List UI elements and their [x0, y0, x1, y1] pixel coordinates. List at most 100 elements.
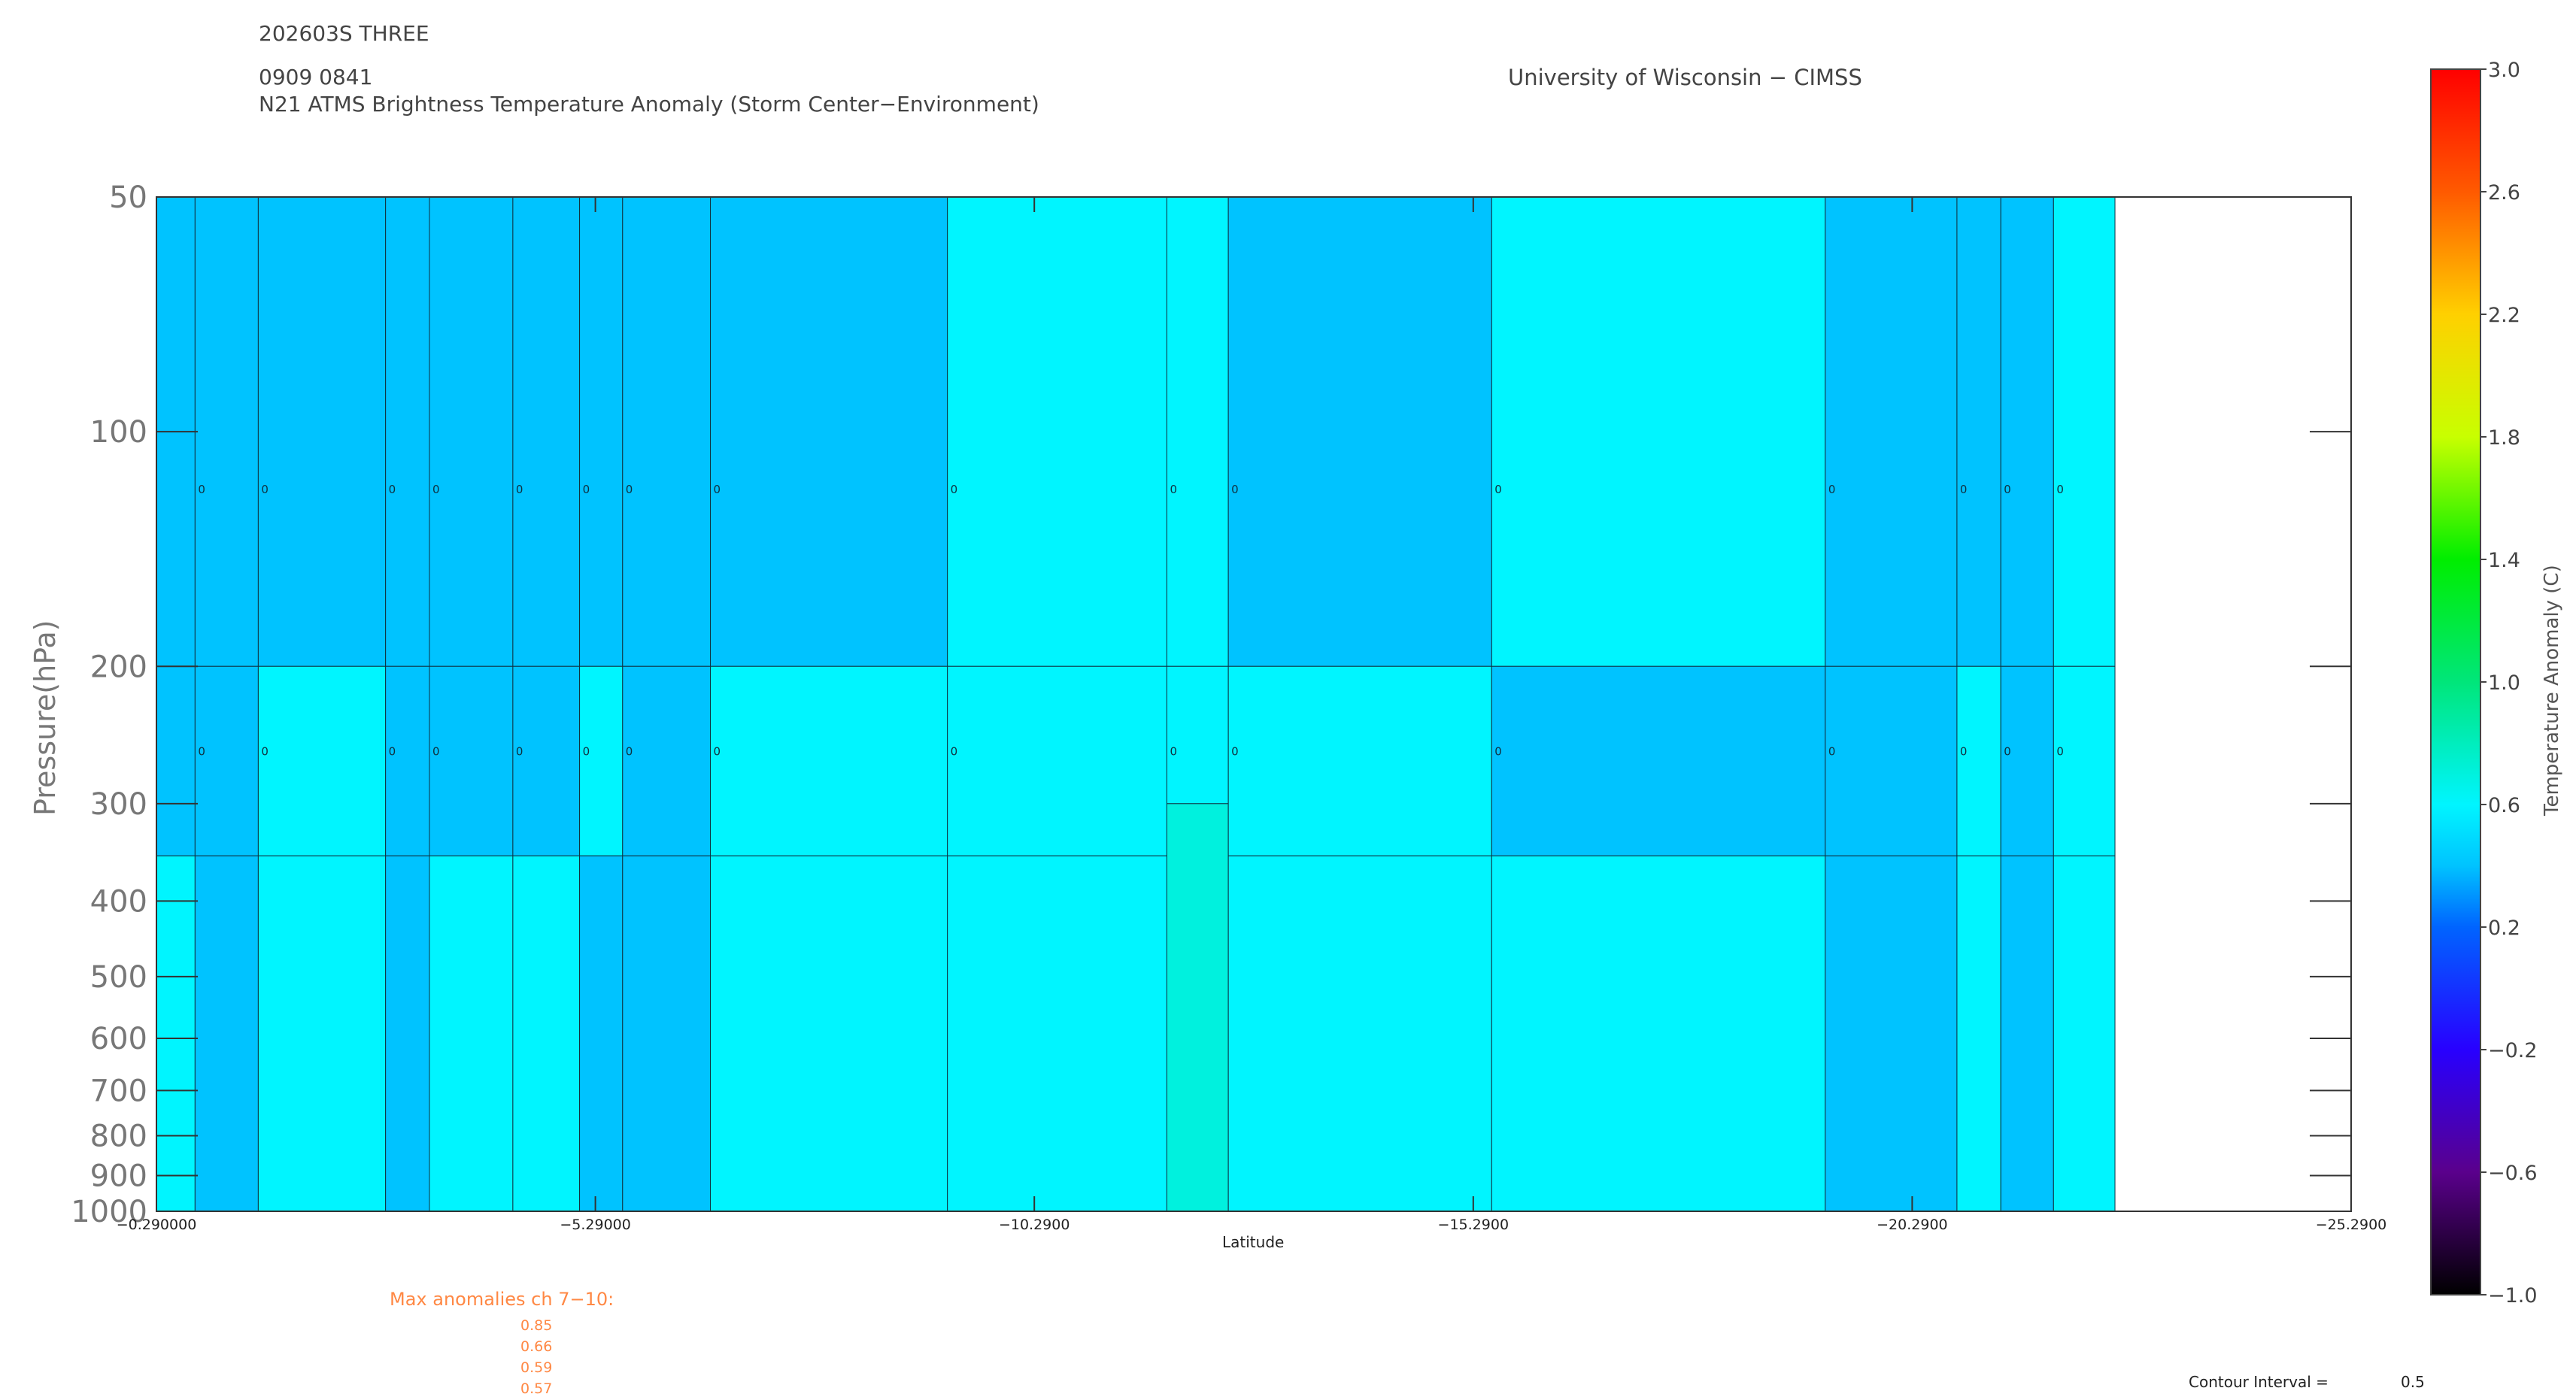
colorbar-tick-label: 3.0 [2488, 59, 2520, 82]
colorbar-tick-label: 0.6 [2488, 794, 2520, 817]
field-cell [385, 665, 430, 856]
field-cell [2000, 196, 2054, 667]
field-cell [1491, 196, 1826, 667]
contour-label: 0 [1231, 744, 1239, 758]
field-cell [579, 855, 624, 1212]
contour-label: 0 [626, 744, 633, 758]
y-tick-label: 600 [90, 1022, 147, 1056]
colorbar-tick-label: −0.6 [2488, 1162, 2538, 1185]
field-cell [429, 196, 514, 667]
contour-label: 0 [714, 483, 721, 496]
field-cell [1956, 855, 2001, 1212]
colorbar-tick-label: 1.8 [2488, 426, 2520, 450]
field-cell [512, 665, 581, 856]
contour-label: 0 [951, 744, 958, 758]
field-cell [710, 196, 948, 667]
colorbar-gradient [2430, 68, 2481, 1295]
contour-label: 0 [1231, 483, 1239, 496]
field-cell [1825, 665, 1958, 856]
contour-label: 0 [2004, 744, 2011, 758]
colorbar: 3.0 2.6 2.2 1.8 1.4 1.0 0.6 0.2 −0.2 −0.6 −1.0 [2430, 59, 2538, 1308]
field-cell [1227, 196, 1492, 667]
field-cell [947, 855, 1167, 1212]
institution-label: University of Wisconsin − CIMSS [1508, 65, 1862, 90]
y-tick-label: 50 [109, 180, 147, 215]
max-anomalies-label: Max anomalies ch 7−10: [390, 1289, 614, 1310]
contour-label: 0 [2056, 744, 2064, 758]
field-cell [2000, 665, 2054, 856]
field-cell [512, 855, 581, 1212]
chart-title: N21 ATMS Brightness Temperature Anomaly … [259, 92, 1039, 117]
contour-interval-label: Contour Interval = [2189, 1373, 2329, 1391]
field-cell [194, 196, 259, 667]
contour-label: 0 [261, 483, 269, 496]
colorbar-tick-label: −0.2 [2488, 1039, 2538, 1062]
contour-label: 0 [516, 744, 523, 758]
max-anomaly-value: 0.59 [520, 1359, 553, 1376]
y-tick-label: 300 [90, 787, 147, 822]
field-cell [257, 196, 387, 667]
field-cell [257, 665, 387, 856]
contour-label: 0 [1170, 744, 1177, 758]
field-cell [1166, 196, 1229, 667]
contour-label: 0 [1960, 744, 1968, 758]
field-cell [1491, 855, 1826, 1212]
field-cell [512, 196, 581, 667]
contour-label: 0 [432, 744, 440, 758]
field-cell [194, 855, 259, 1212]
field-cell [947, 665, 1167, 856]
field-cell [385, 855, 430, 1212]
y-tick-label: 400 [90, 884, 147, 919]
field-cell [385, 196, 430, 667]
contour-label: 0 [2056, 483, 2064, 496]
contour-label: 0 [261, 744, 269, 758]
max-anomaly-value: 0.66 [520, 1338, 553, 1355]
x-axis-label: Latitude [1222, 1233, 1285, 1251]
contour-label: 0 [432, 483, 440, 496]
contour-label: 0 [1828, 744, 1836, 758]
contour-interval-value: 0.5 [2401, 1373, 2425, 1391]
field-cell [1166, 803, 1229, 1212]
field-cell [1491, 665, 1826, 856]
y-tick-label: 900 [90, 1159, 147, 1194]
x-tick-label: −5.29000 [560, 1217, 631, 1233]
colorbar-label: Temperature Anomaly (C) [2541, 565, 2563, 816]
contour-label: 0 [583, 744, 590, 758]
y-tick-label: 700 [90, 1074, 147, 1108]
x-tick-label: −15.2900 [1438, 1217, 1509, 1233]
max-anomaly-value: 0.57 [520, 1380, 553, 1397]
colorbar-tick-label: 1.0 [2488, 671, 2520, 695]
field-cell [429, 665, 514, 856]
y-tick-label: 100 [90, 415, 147, 450]
contour-label: 0 [198, 744, 205, 758]
contour-label: 0 [516, 483, 523, 496]
contour-label: 0 [951, 483, 958, 496]
colorbar-tick-label: −1.0 [2488, 1284, 2538, 1308]
x-tick-label: −20.2900 [1877, 1217, 1948, 1233]
contour-label: 0 [1960, 483, 1968, 496]
contour-label: 0 [626, 483, 633, 496]
contour-label: 0 [583, 483, 590, 496]
field-cell [622, 855, 712, 1212]
contour-label: 0 [1494, 483, 1502, 496]
x-tick-label: −10.2900 [999, 1217, 1070, 1233]
y-tick-label: 800 [90, 1120, 147, 1154]
contour-label: 0 [1828, 483, 1836, 496]
field-cell [622, 665, 712, 856]
field-cell [1227, 665, 1492, 856]
field-cell [1166, 665, 1229, 805]
field-cell [156, 855, 196, 1212]
contour-label: 0 [389, 483, 396, 496]
x-tick-label: −0.290000 [117, 1217, 197, 1233]
field-cell [579, 665, 624, 856]
x-tick-label: −25.2900 [2316, 1217, 2387, 1233]
contour-label: 0 [389, 744, 396, 758]
field-cell [1825, 196, 1958, 667]
max-anomaly-value: 0.85 [520, 1317, 553, 1334]
field-cell [156, 665, 196, 856]
field-cell [194, 665, 259, 856]
axes: 50 100 200 300 400 500 600 700 800 9001000−0.2900… [71, 180, 2386, 1233]
field-cell [579, 196, 624, 667]
colorbar-tick-label: 2.2 [2488, 304, 2520, 327]
field-cell [2053, 196, 2116, 667]
